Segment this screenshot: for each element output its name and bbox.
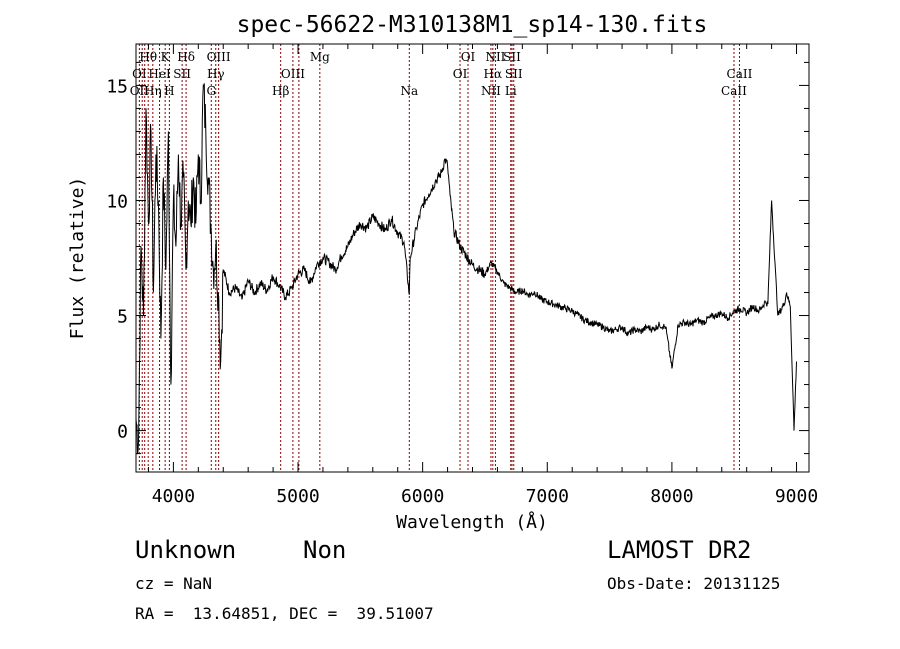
line-label-15: Na — [400, 84, 418, 98]
obs-date: Obs-Date: 20131125 — [607, 574, 781, 593]
plot-frame — [135, 43, 810, 473]
y-tick-label: 0 — [117, 422, 128, 443]
line-label-6: SII — [173, 67, 191, 81]
line-label-22: NII — [481, 84, 501, 98]
x-tick-label: 4000 — [152, 486, 195, 507]
y-tick-label: 15 — [106, 76, 128, 97]
spectrum-chart: 4000 5000 6000 7000 8000 9000 0 5 10 15 OII OI Hθ Hη… — [67, 12, 818, 533]
coordinates: RA = 13.64851, DEC = 39.51007 — [135, 604, 434, 623]
axis-ticks: 4000 5000 6000 7000 8000 9000 0 5 10 15 — [106, 44, 818, 507]
chart-title: spec-56622-M310138M1_sp14-130.fits — [237, 12, 708, 38]
spectrum-line — [135, 83, 797, 455]
line-label-2: Hθ — [139, 50, 157, 64]
line-label-19: SII — [503, 50, 521, 64]
x-tick-label: 8000 — [650, 486, 693, 507]
line-label-4: HeI — [148, 67, 171, 81]
line-label-18: NII — [485, 50, 505, 64]
line-label-21: SII — [505, 67, 523, 81]
object-subclass: Non — [303, 536, 347, 564]
x-tick-label: 9000 — [775, 486, 818, 507]
line-label-14: Mg — [310, 50, 330, 64]
emission-line-markers — [138, 44, 740, 472]
y-axis-label: Flux (relative) — [67, 177, 88, 340]
x-tick-label: 7000 — [526, 486, 569, 507]
line-label-16: OI — [461, 50, 476, 64]
line-label-20: Hα — [484, 67, 503, 81]
x-tick-label: 6000 — [401, 486, 444, 507]
x-axis-label: Wavelength (Å) — [396, 511, 548, 533]
line-label-0: OII — [130, 84, 150, 98]
line-label-17: OI — [453, 67, 468, 81]
line-label-24: CaII — [727, 67, 753, 81]
line-label-8: Hδ — [177, 50, 195, 64]
y-tick-label: 5 — [117, 307, 128, 328]
x-tick-label: 5000 — [276, 486, 319, 507]
line-label-5: K — [161, 50, 171, 64]
line-label-12: OIII — [281, 67, 305, 81]
line-label-25: CaII — [721, 84, 747, 98]
y-tick-label: 10 — [106, 191, 128, 212]
line-label-10: Hγ — [207, 67, 225, 81]
line-label-9: OIII — [207, 50, 231, 64]
survey-name: LAMOST DR2 — [607, 536, 752, 564]
line-label-3: Hη — [144, 84, 162, 98]
line-label-13: Hβ — [272, 84, 289, 98]
spectrum-series — [135, 83, 797, 455]
object-class: Unknown — [135, 536, 237, 564]
line-label-1: OI — [132, 67, 147, 81]
line-label-7: H — [164, 84, 174, 98]
line-label-23: Li — [505, 84, 517, 98]
redshift-cz: cz = NaN — [135, 574, 213, 593]
line-label-11: G — [206, 84, 216, 98]
